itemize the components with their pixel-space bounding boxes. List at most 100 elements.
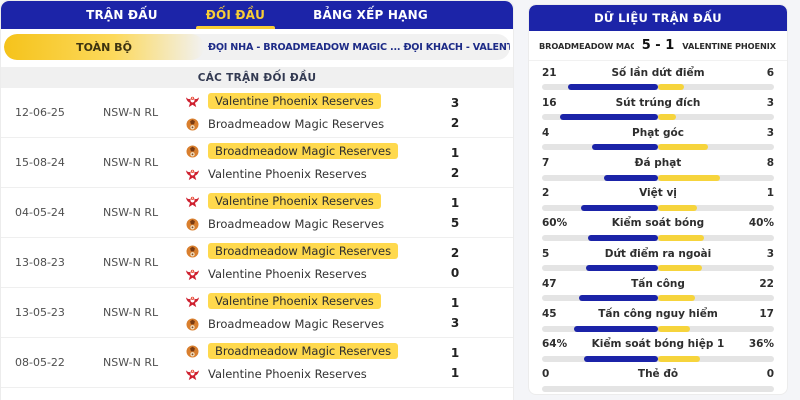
tab-matches[interactable]: TRẬN ĐẤU (86, 8, 158, 22)
filter-all-button[interactable]: TOÀN BỘ (4, 34, 204, 60)
away-score: 2 (450, 115, 460, 130)
tab-head-to-head[interactable]: ĐỐI ĐẦU (195, 1, 276, 29)
stat-label: Tấn công (631, 277, 685, 290)
phoenix-crest-icon (185, 194, 200, 209)
stat-row: 47 Tấn công 22 (542, 275, 774, 305)
stat-bar-away (658, 84, 684, 90)
tab-standings[interactable]: BẢNG XẾP HẠNG (313, 8, 428, 22)
stat-bar (542, 174, 774, 181)
match-row[interactable]: 13-05-23 NSW-N RL Valentine Phoenix Rese… (1, 288, 513, 338)
home-score: 3 (450, 95, 460, 110)
teams-filter-label: ĐỘI NHÀ - BROADMEADOW MAGIC ... ĐỘI KHÁC… (208, 41, 510, 53)
match-row[interactable]: 13-08-23 NSW-N RL Broadmeadow Magic Rese… (1, 238, 513, 288)
match-date: 12-06-25 (15, 106, 65, 119)
home-score: 1 (450, 145, 460, 160)
stat-label: Kiểm soát bóng (611, 217, 705, 230)
stat-home-value: 21 (542, 66, 557, 79)
stat-away-value: 17 (759, 308, 774, 320)
stat-row: 45 Tấn công nguy hiểm 17 (542, 306, 774, 336)
stat-home-value: 4 (542, 126, 550, 139)
stat-bar (542, 265, 774, 272)
match-row[interactable]: 15-08-24 NSW-N RL Broadmeadow Magic Rese… (1, 138, 513, 188)
team-name: Broadmeadow Magic Reserves (208, 117, 385, 131)
league-label: NSW-N RL (103, 106, 159, 119)
team-name: Valentine Phoenix Reserves (208, 267, 367, 281)
home-team-line: Broadmeadow Magic Reserves (185, 241, 425, 261)
home-score: 1 (450, 345, 460, 360)
match-score: 2 0 (425, 244, 485, 282)
away-score: 2 (450, 165, 460, 180)
match-teams: Broadmeadow Magic Reserves Valentine Pho… (185, 141, 425, 184)
away-team-name: VALENTINE PHOENIX RE... (682, 40, 777, 51)
stat-bar-away (658, 265, 702, 272)
magic-crest-icon (185, 344, 200, 359)
team-name: Broadmeadow Magic Reserves (208, 243, 399, 259)
stat-home-value: 45 (542, 308, 557, 320)
stat-label: Phạt góc (632, 126, 684, 139)
phoenix-crest-icon (185, 267, 200, 282)
match-teams: Broadmeadow Magic Reserves Valentine Pho… (185, 341, 425, 384)
team-name: Valentine Phoenix Reserves (208, 93, 381, 109)
stat-row: 0 Thẻ đỏ 0 (542, 366, 774, 394)
stat-bar-away (658, 144, 708, 151)
match-data-title: DỮ LIỆU TRẬN ĐẤU (529, 5, 787, 31)
stat-label: Sút trúng đích (615, 96, 701, 109)
phoenix-crest-icon (185, 367, 200, 382)
away-team-line: Broadmeadow Magic Reserves (185, 314, 425, 334)
home-team-line: Valentine Phoenix Reserves (185, 91, 425, 111)
match-teams: Broadmeadow Magic Reserves Valentine Pho… (185, 241, 425, 284)
league-label: NSW-N RL (103, 156, 159, 169)
stat-bar-away (658, 204, 697, 211)
team-name: Valentine Phoenix Reserves (208, 367, 367, 381)
stat-bar (542, 144, 774, 151)
match-row[interactable]: 08-05-22 NSW-N RL Broadmeadow Magic Rese… (1, 338, 513, 388)
stat-away-value: 22 (759, 277, 774, 290)
stat-bar-away (658, 114, 677, 121)
stat-row: 64% Kiểm soát bóng hiệp 1 36% (542, 336, 774, 366)
stat-home-value: 0 (542, 368, 550, 381)
team-name: Valentine Phoenix Reserves (208, 167, 367, 181)
stat-label: Dứt điểm ra ngoài (604, 247, 712, 260)
match-row[interactable]: 12-06-25 NSW-N RL Valentine Phoenix Rese… (1, 88, 513, 138)
home-score: 1 (450, 195, 460, 210)
league-label: NSW-N RL (103, 306, 159, 319)
match-row[interactable]: 04-05-24 NSW-N RL Valentine Phoenix Rese… (1, 188, 513, 238)
tab-bar: TRẬN ĐẤU ĐỐI ĐẦU BẢNG XẾP HẠNG (1, 1, 513, 29)
match-score: 1 2 (425, 144, 485, 182)
stat-home-value: 16 (542, 96, 557, 109)
stat-bar-home (580, 204, 658, 211)
magic-crest-icon (185, 117, 200, 132)
stat-bar-home (588, 234, 658, 241)
section-title: CÁC TRẬN ĐỐI ĐẦU (1, 67, 513, 88)
away-team-line: Broadmeadow Magic Reserves (185, 214, 425, 234)
stat-bar-away (658, 295, 695, 302)
team-name: Broadmeadow Magic Reserves (208, 343, 399, 359)
head-to-head-panel: TRẬN ĐẤU ĐỐI ĐẦU BẢNG XẾP HẠNG TOÀN BỘ ĐỘI… (0, 0, 514, 400)
stat-row: 4 Phạt góc 3 (542, 124, 774, 154)
stat-bar-home (583, 355, 658, 362)
stat-row: 7 Đá phạt 8 (542, 155, 774, 185)
stat-home-value: 5 (542, 247, 550, 260)
away-score: 3 (450, 315, 460, 330)
stat-row: 60% Kiểm soát bóng 40% (542, 215, 774, 245)
stat-bar-away (658, 174, 720, 181)
stat-bar (542, 385, 774, 392)
match-score: 1 1 (425, 344, 485, 382)
stat-away-value: 36% (748, 338, 774, 351)
team-name: Valentine Phoenix Reserves (208, 193, 381, 209)
stat-label: Việt vị (639, 187, 677, 200)
stat-away-value: 1 (766, 187, 774, 200)
stat-home-value: 7 (542, 157, 550, 170)
home-team-line: Broadmeadow Magic Reserves (185, 341, 425, 361)
away-team-line: Valentine Phoenix Reserves (185, 364, 425, 384)
stat-bar-home (560, 114, 658, 121)
stat-away-value: 6 (766, 66, 774, 79)
league-label: NSW-N RL (103, 256, 159, 269)
stat-bar-away (658, 325, 690, 332)
away-team-line: Broadmeadow Magic Reserves (185, 114, 425, 134)
stat-home-value: 64% (542, 338, 568, 351)
magic-crest-icon (185, 144, 200, 159)
stat-row: 21 Số lần dứt điểm 6 (542, 64, 774, 94)
magic-crest-icon (185, 317, 200, 332)
